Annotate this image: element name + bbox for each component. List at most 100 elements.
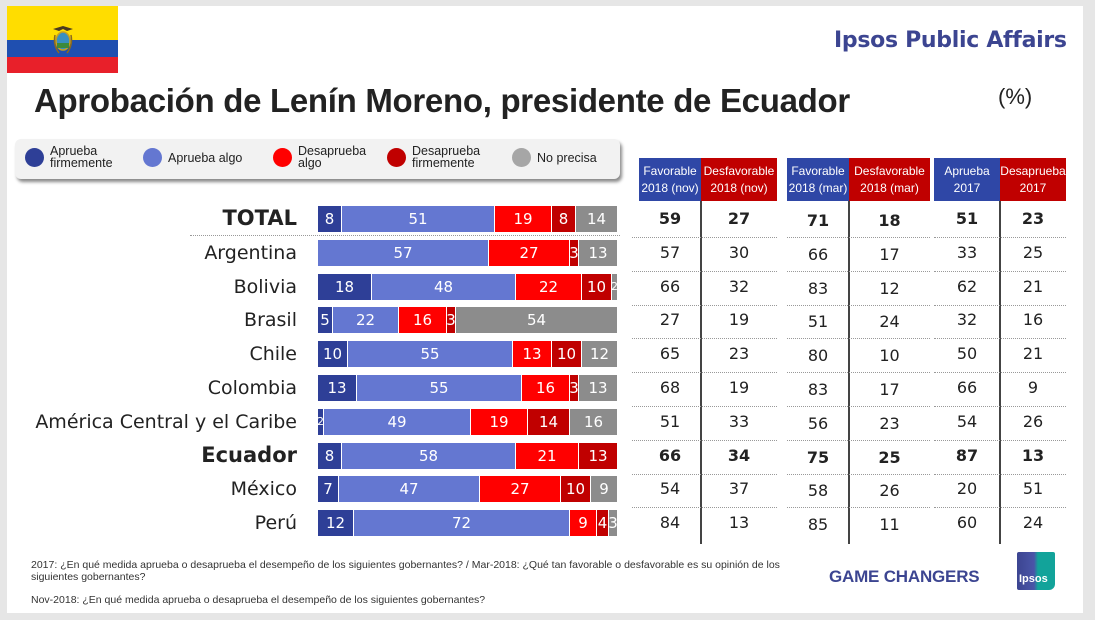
bar-segment: 8 [552, 206, 576, 232]
table-cell: 71 [806, 211, 830, 230]
table-cell: 21 [1022, 276, 1044, 296]
bar-segment: 16 [522, 375, 570, 401]
table-cell: 62 [956, 276, 978, 296]
row-separator [632, 439, 777, 441]
table-cell: 13 [728, 513, 750, 533]
bar-segment: 21 [516, 442, 579, 469]
table-cell: 12 [879, 278, 900, 298]
table-cell: 56 [807, 413, 829, 433]
table-cell: 9 [1027, 378, 1039, 397]
bar-segment: 12 [582, 341, 618, 368]
table-header: Desfavorable 2018 (nov) [701, 158, 777, 201]
bar-segment: 14 [528, 408, 570, 435]
table-cell: 11 [879, 515, 900, 535]
table-cell: 24 [1022, 513, 1044, 533]
footnote-question-nov2018: Nov-2018: ¿En qué medida aprueba o desap… [31, 594, 486, 606]
row-separator [934, 473, 1066, 475]
bar-segment: 13 [513, 341, 552, 368]
table-cell: 32 [956, 310, 978, 330]
category-label: Perú [254, 512, 297, 535]
bar-segment: 47 [339, 476, 480, 503]
bar-segment: 13 [318, 375, 357, 401]
legend-swatch [512, 148, 531, 167]
bar-segment: 9 [570, 510, 597, 537]
table-cell: 34 [727, 445, 751, 465]
row-separator [632, 338, 777, 340]
bar-segment: 13 [579, 239, 618, 266]
table-cell: 84 [659, 513, 681, 533]
table-cell: 25 [878, 447, 901, 467]
table-cell: 83 [807, 278, 829, 298]
row-separator [787, 338, 930, 340]
category-label: Colombia [207, 377, 297, 399]
row-separator [934, 507, 1066, 509]
row-separator [787, 507, 930, 509]
bar-segment: 22 [516, 273, 582, 300]
table-cell: 37 [728, 479, 750, 499]
table-cell: 66 [658, 445, 682, 465]
table-cell: 23 [728, 344, 750, 364]
category-label: Bolivia [233, 275, 297, 298]
bar-segment: 9 [591, 476, 618, 503]
table-cell: 51 [955, 209, 979, 228]
table-header: Favorable 2018 (mar) [787, 158, 849, 201]
legend-label: Desaprueba [412, 144, 481, 158]
bar-segment: 49 [324, 408, 471, 435]
row-separator [632, 237, 777, 238]
game-changers-tagline: GAME CHANGERS [829, 567, 980, 586]
table-cell: 65 [659, 344, 681, 364]
row-separator [632, 507, 777, 509]
bar-segment: 7 [318, 476, 339, 503]
bar-segment: 10 [582, 273, 612, 300]
bar-segment: 2 [318, 408, 324, 435]
bar-segment: 16 [570, 408, 618, 435]
bar-segment: 3 [570, 239, 579, 266]
table-cell: 17 [879, 380, 900, 399]
table-cell: 57 [659, 242, 681, 262]
bar-segment: 54 [456, 307, 618, 334]
table-cell: 30 [728, 242, 750, 262]
bar-segment: 19 [471, 408, 528, 435]
table-cell: 16 [1022, 310, 1044, 330]
table-cell: 54 [659, 479, 681, 499]
bar-segment: 3 [570, 375, 579, 401]
bar-segment: 14 [576, 206, 618, 232]
bar-segment: 18 [318, 273, 372, 300]
bar-segment: 10 [561, 476, 591, 503]
category-label: Ecuador [201, 442, 297, 467]
table-cell: 85 [807, 515, 829, 535]
row-separator [934, 406, 1066, 407]
bar-segment: 5 [318, 307, 333, 334]
table-header: Desfavorable 2018 (mar) [849, 158, 930, 201]
bar-segment: 51 [342, 206, 495, 232]
legend-item: No precisa [512, 148, 597, 167]
table-header: Aprueba 2017 [934, 158, 1000, 201]
bar-segment: 13 [579, 442, 618, 469]
legend-swatch [25, 147, 44, 167]
legend-swatch [143, 148, 162, 167]
legend-label: Desaprueba [298, 144, 367, 158]
ecuador-flag [7, 6, 118, 73]
table-cell: 23 [879, 413, 900, 433]
table-cell: 33 [728, 411, 750, 431]
row-separator [632, 270, 777, 272]
row-separator [934, 270, 1066, 272]
legend-label: No precisa [537, 150, 597, 165]
category-label: Brasil [244, 309, 297, 332]
row-separator [787, 473, 930, 475]
bar-segment: 8 [318, 206, 342, 232]
footnote-question-2017-mar2018: 2017: ¿En qué medida aprueba o desaprueb… [31, 559, 780, 583]
table-cell: 21 [1022, 344, 1044, 364]
row-separator [787, 406, 930, 407]
bar-segment: 27 [489, 239, 570, 266]
bar-segment: 16 [399, 307, 447, 334]
table-cell: 51 [659, 411, 681, 431]
bar-segment: 12 [318, 510, 354, 537]
total-separator [190, 235, 620, 236]
bar-segment: 13 [579, 375, 618, 401]
table-cell: 27 [727, 209, 751, 228]
bar-segment: 48 [372, 273, 516, 300]
table-cell: 24 [879, 312, 900, 332]
row-separator [934, 439, 1066, 441]
table-cell: 26 [1022, 411, 1044, 431]
